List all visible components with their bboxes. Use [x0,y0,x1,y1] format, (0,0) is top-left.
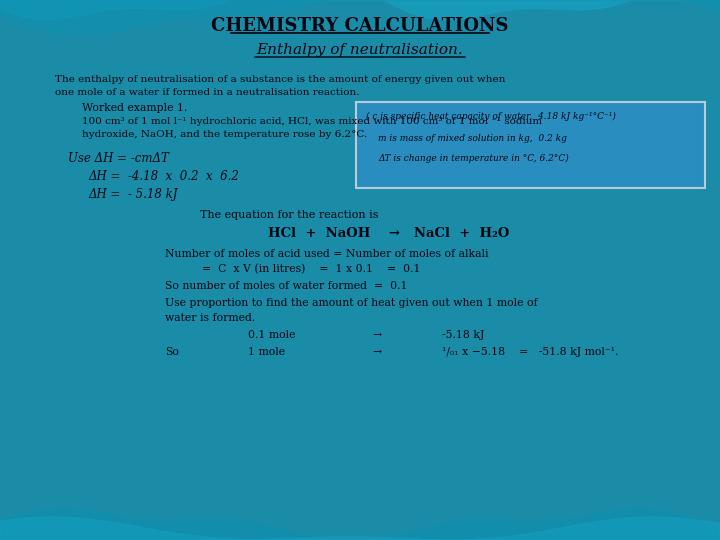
Text: →: → [372,347,381,357]
Text: Worked example 1.: Worked example 1. [82,103,187,113]
Text: Number of moles of acid used = Number of moles of alkali: Number of moles of acid used = Number of… [165,249,488,259]
FancyBboxPatch shape [356,102,705,188]
Text: 100 cm³ of 1 mol l⁻¹ hydrochloric acid, HCl, was mixed with 100 cm³ of 1 mol ⁻¹ : 100 cm³ of 1 mol l⁻¹ hydrochloric acid, … [82,117,542,139]
Text: The equation for the reaction is: The equation for the reaction is [200,210,379,220]
Text: =  C  x V (in litres)    =  1 x 0.1    =  0.1: = C x V (in litres) = 1 x 0.1 = 0.1 [202,264,420,274]
Text: m is mass of mixed solution in kg,  0.2 kg: m is mass of mixed solution in kg, 0.2 k… [378,134,567,143]
Text: -5.18 kJ: -5.18 kJ [442,330,485,340]
Text: →: → [372,330,381,340]
Text: HCl  +  NaOH    →   NaCl  +  H₂O: HCl + NaOH → NaCl + H₂O [268,227,509,240]
Text: Enthalpy of neutralisation.: Enthalpy of neutralisation. [256,43,464,57]
Text: ΔH =  -4.18  x  0.2  x  6.2: ΔH = -4.18 x 0.2 x 6.2 [88,170,239,183]
Text: So: So [165,347,179,357]
Text: ΔT is change in temperature in °C, 6.2°C): ΔT is change in temperature in °C, 6.2°C… [378,154,569,163]
Text: Use ΔH = -cmΔT: Use ΔH = -cmΔT [68,152,169,165]
Text: ( c is specific heat capacity of water,  4.18 kJ kg⁻¹°C⁻¹): ( c is specific heat capacity of water, … [366,112,616,121]
Text: ¹/₀₁ x −5.18    =   -51.8 kJ mol⁻¹.: ¹/₀₁ x −5.18 = -51.8 kJ mol⁻¹. [442,347,618,357]
Text: Use proportion to find the amount of heat given out when 1 mole of
water is form: Use proportion to find the amount of hea… [165,298,538,323]
Text: So number of moles of water formed  =  0.1: So number of moles of water formed = 0.1 [165,281,408,291]
Text: 0.1 mole: 0.1 mole [248,330,295,340]
Text: 1 mole: 1 mole [248,347,285,357]
Text: ΔH =  - 5.18 kJ: ΔH = - 5.18 kJ [88,188,178,201]
Text: The enthalpy of neutralisation of a substance is the amount of energy given out : The enthalpy of neutralisation of a subs… [55,75,505,97]
Text: CHEMISTRY CALCULATIONS: CHEMISTRY CALCULATIONS [211,17,509,35]
